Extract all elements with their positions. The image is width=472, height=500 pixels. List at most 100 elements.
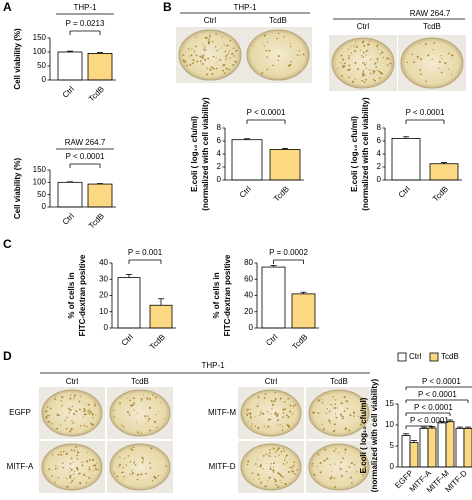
bar — [455, 427, 465, 468]
p-value: P = 0.001 — [128, 248, 163, 257]
colony — [92, 464, 95, 467]
colony — [251, 423, 253, 425]
colony — [267, 455, 270, 457]
colony — [272, 471, 275, 473]
colony — [149, 467, 152, 470]
colony — [342, 415, 345, 418]
colony — [406, 61, 408, 64]
colony — [130, 448, 132, 451]
colony — [360, 49, 362, 51]
y-tick-label: 40 — [99, 258, 108, 267]
colony — [113, 416, 115, 418]
colony — [215, 67, 218, 70]
colony — [269, 455, 271, 457]
y-axis-label: E.coli ( log₁₀ cfu/ml) — [350, 116, 359, 192]
colony — [269, 418, 272, 421]
colony — [447, 68, 449, 70]
p-value: P < 0.0001 — [247, 108, 286, 117]
x-tick-label: Ctrl — [61, 84, 76, 99]
colony — [254, 463, 257, 465]
colony — [354, 50, 357, 53]
legend-swatch — [429, 352, 439, 362]
colony — [352, 45, 354, 47]
colony — [342, 58, 345, 61]
colony — [159, 402, 161, 404]
colony — [92, 417, 94, 419]
y-tick-label: 40 — [244, 291, 253, 300]
colony — [388, 58, 390, 60]
colony — [326, 457, 329, 460]
colony — [330, 476, 333, 479]
colony — [271, 408, 273, 410]
colony — [287, 397, 290, 400]
x-tick-label: Ctrl — [397, 184, 412, 199]
colony — [218, 58, 221, 61]
colony — [257, 465, 259, 467]
bar — [117, 277, 141, 329]
colony — [334, 413, 337, 415]
colony — [257, 473, 260, 476]
plate-label: TcdB — [131, 377, 149, 386]
colony — [266, 411, 269, 413]
colony — [253, 45, 255, 47]
colony — [222, 64, 225, 67]
colony — [276, 419, 279, 422]
colony — [254, 416, 256, 418]
legend-label: Ctrl — [409, 352, 422, 361]
colony — [276, 448, 279, 451]
colony — [65, 453, 67, 456]
colony — [56, 427, 59, 430]
colony — [86, 452, 88, 454]
colony — [350, 46, 352, 48]
colony — [228, 50, 230, 52]
bar — [401, 435, 411, 468]
colony — [224, 64, 226, 66]
colony — [289, 410, 292, 413]
colony — [157, 475, 160, 477]
colony — [72, 461, 74, 463]
colony — [227, 44, 229, 47]
bar — [409, 442, 419, 468]
colony — [318, 454, 320, 456]
colony — [144, 415, 147, 418]
colony — [313, 473, 316, 476]
colony — [281, 426, 283, 428]
colony — [246, 408, 249, 411]
bar — [391, 137, 421, 181]
colony — [51, 453, 54, 456]
colony — [127, 455, 130, 457]
plate-label: TcdB — [269, 16, 287, 25]
colony — [335, 447, 337, 449]
colony — [267, 425, 270, 428]
colony — [71, 405, 74, 408]
colony — [261, 72, 264, 75]
colony — [270, 462, 273, 465]
colony — [209, 68, 211, 71]
colony — [365, 67, 367, 69]
colony — [362, 40, 365, 43]
colony — [334, 463, 336, 465]
colony — [54, 398, 56, 401]
colony — [246, 413, 248, 415]
colony — [85, 482, 88, 484]
colony — [62, 462, 64, 464]
colony — [363, 44, 366, 47]
colony — [427, 54, 430, 57]
colony — [282, 448, 284, 450]
colony — [438, 60, 441, 63]
colony — [362, 70, 364, 72]
colony — [60, 453, 63, 456]
colony — [51, 422, 53, 425]
colony — [249, 414, 251, 416]
colony — [73, 450, 75, 452]
colony — [129, 473, 131, 476]
y-axis-label: FITC-dextran positive — [78, 254, 87, 336]
colony — [360, 455, 362, 458]
colony — [265, 453, 267, 456]
colony — [88, 459, 91, 461]
colony — [373, 70, 376, 73]
colony — [360, 55, 363, 57]
colony — [416, 55, 419, 58]
colony — [267, 479, 269, 481]
colony — [61, 396, 64, 399]
